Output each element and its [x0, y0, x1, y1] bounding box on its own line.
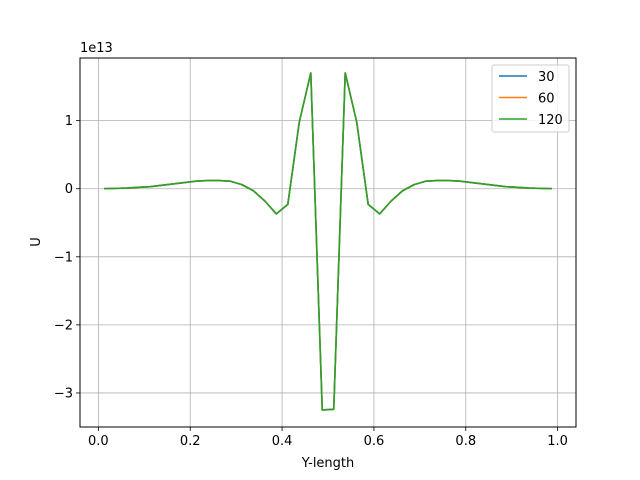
- x-tick-label: 0.6: [364, 434, 385, 449]
- x-tick-label: 0.4: [272, 434, 293, 449]
- plot-frame: [79, 57, 577, 428]
- x-tick-label: 0.2: [180, 434, 201, 449]
- series-line-30: [104, 72, 552, 411]
- x-tick-label: 1.0: [547, 434, 568, 449]
- y-tick-label: −1: [54, 250, 73, 265]
- offset-text: 1e13: [80, 41, 113, 56]
- legend-frame: [491, 64, 570, 133]
- y-axis: 1 0 −1 −2 −3: [54, 114, 80, 401]
- x-axis: 0.0 0.2 0.4 0.6 0.8 1.0: [88, 427, 568, 449]
- y-tick-label: −3: [54, 386, 73, 401]
- series-line-120: [104, 72, 552, 411]
- series-lines: [104, 72, 552, 411]
- y-tick-label: 1: [65, 114, 73, 129]
- legend-label-30: 30: [538, 70, 555, 85]
- x-tick-label: 0.0: [88, 434, 109, 449]
- x-axis-label: Y-length: [301, 456, 355, 471]
- series-line-60: [104, 72, 552, 411]
- legend: 30 60 120: [491, 64, 570, 133]
- y-tick-label: 0: [65, 182, 73, 197]
- legend-label-60: 60: [538, 92, 555, 107]
- y-tick-label: −2: [54, 318, 73, 333]
- y-axis-label: U: [29, 237, 44, 247]
- x-tick-label: 0.8: [455, 434, 476, 449]
- legend-label-120: 120: [538, 113, 563, 128]
